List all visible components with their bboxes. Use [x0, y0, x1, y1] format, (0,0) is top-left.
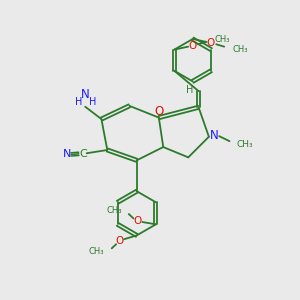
- Text: CH₃: CH₃: [106, 206, 122, 215]
- Text: N: N: [209, 129, 218, 142]
- Text: C: C: [79, 149, 87, 159]
- Text: H: H: [89, 97, 97, 107]
- Text: O: O: [188, 41, 197, 51]
- Text: H: H: [75, 97, 82, 107]
- Text: O: O: [116, 236, 124, 246]
- Text: CH₃: CH₃: [88, 248, 104, 256]
- Text: CH₃: CH₃: [237, 140, 253, 148]
- Text: N: N: [81, 88, 90, 100]
- Text: H: H: [186, 85, 194, 94]
- Text: CH₃: CH₃: [214, 35, 230, 44]
- Text: CH₃: CH₃: [232, 44, 248, 53]
- Text: O: O: [207, 38, 215, 47]
- Text: O: O: [134, 216, 142, 226]
- Text: N: N: [63, 149, 71, 159]
- Text: O: O: [155, 105, 164, 118]
